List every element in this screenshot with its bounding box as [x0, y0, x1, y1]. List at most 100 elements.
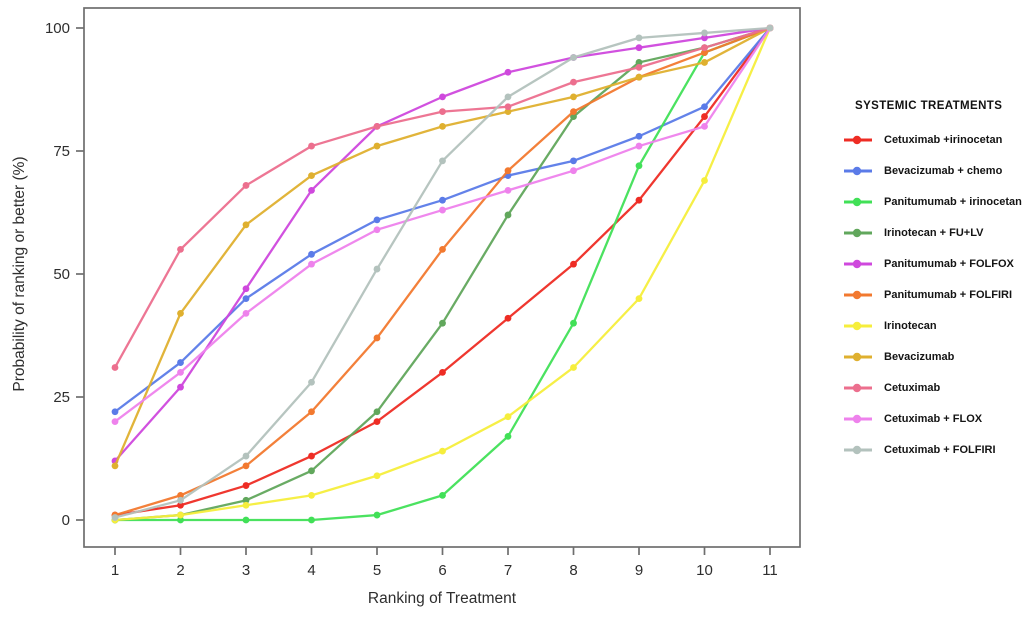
- series-point: [701, 29, 708, 37]
- legend-marker-icon: [844, 445, 872, 454]
- series-point: [570, 113, 577, 120]
- series-point: [504, 211, 512, 219]
- series-point: [373, 226, 381, 234]
- series-point: [177, 501, 184, 509]
- y-tick-label: 100: [45, 20, 70, 37]
- x-tick-label: 2: [176, 562, 184, 579]
- series-point: [373, 472, 381, 480]
- legend-item-label: Panitumumab + FOLFIRI: [884, 288, 1013, 301]
- series-point: [111, 418, 119, 425]
- series-line-0: [113, 26, 772, 517]
- series-point: [373, 142, 381, 150]
- series-point: [308, 172, 315, 180]
- series-point: [504, 93, 512, 101]
- series-point: [635, 162, 643, 170]
- legend-item-label: Bevacizumab: [884, 350, 955, 363]
- series-point: [308, 142, 315, 150]
- series-point: [504, 68, 512, 76]
- legend-item-1: Bevacizumab + chemo: [843, 155, 1029, 186]
- series-point: [439, 93, 446, 101]
- series-point: [177, 492, 184, 499]
- legend-marker-icon: [844, 228, 872, 237]
- legend-marker-icon: [844, 197, 872, 206]
- series-point: [504, 413, 512, 421]
- x-tick-label: 8: [569, 562, 577, 579]
- legend-marker-icon: [844, 290, 872, 299]
- series-point: [242, 501, 250, 509]
- series-point: [177, 246, 184, 253]
- legend-marker-icon: [844, 135, 872, 144]
- series-point: [701, 177, 708, 184]
- legend-item-label: Cetuximab + FLOX: [884, 412, 983, 425]
- series-point: [635, 34, 643, 42]
- series-point: [242, 295, 250, 302]
- line-chart: 0 25 50 75 100 1 2 3 4 5 6 7 8 9 10 11 Ranking of Treatm…: [11, 7, 801, 607]
- legend-item-7: Bevacizumab: [843, 341, 1029, 372]
- x-tick-label: 10: [696, 562, 713, 579]
- legend-item-6: Irinotecan: [843, 310, 1029, 341]
- legend-marker-icon: [844, 166, 872, 175]
- series-point: [635, 73, 643, 81]
- series-point: [701, 44, 708, 52]
- series-line-9: [113, 26, 772, 423]
- series-line-3: [113, 26, 772, 522]
- y-axis-label: Probability of ranking or better (%): [11, 156, 28, 391]
- series-point: [635, 59, 643, 66]
- series-point: [111, 462, 119, 470]
- series-point: [439, 206, 446, 214]
- series-point: [373, 418, 381, 425]
- legend-item-8: Cetuximab: [843, 372, 1029, 403]
- series-point: [701, 103, 708, 111]
- series-point: [373, 216, 381, 224]
- series-point: [635, 295, 643, 302]
- series-point: [504, 167, 512, 175]
- series-point: [242, 221, 250, 229]
- series-point: [177, 309, 184, 317]
- legend-title: SYSTEMIC TREATMENTS: [855, 100, 1003, 112]
- series-point: [439, 108, 446, 116]
- legend-item-label: Irinotecan: [884, 319, 937, 332]
- x-tick-label: 9: [635, 562, 643, 579]
- series-point: [439, 369, 446, 376]
- series-point: [242, 452, 250, 460]
- legend-marker-icon: [844, 321, 872, 330]
- series-point: [373, 265, 381, 273]
- series-point: [373, 408, 381, 416]
- series-point: [242, 516, 250, 524]
- series-point: [111, 408, 119, 416]
- series-point: [570, 167, 577, 175]
- series-point: [701, 59, 708, 66]
- series-point: [242, 482, 250, 489]
- series-point: [308, 250, 315, 258]
- series-point: [177, 369, 184, 376]
- legend-item-5: Panitumumab + FOLFIRI: [843, 279, 1029, 310]
- series-point: [570, 78, 577, 86]
- x-tick-label: 5: [373, 562, 381, 579]
- series-point: [504, 108, 512, 116]
- y-tick-label: 25: [53, 389, 70, 406]
- legend-item-3: Irinotecan + FU+LV: [843, 217, 1029, 248]
- series-point: [177, 359, 184, 366]
- x-tick-label: 4: [307, 562, 315, 579]
- y-tick-label: 75: [53, 143, 70, 160]
- series-point: [177, 511, 184, 519]
- series-point: [701, 34, 708, 42]
- series-point: [111, 514, 119, 521]
- series-point: [635, 132, 643, 140]
- series-point: [308, 408, 315, 416]
- series-point: [308, 260, 315, 268]
- series-point: [373, 511, 381, 519]
- series-point: [570, 157, 577, 165]
- series-point: [242, 462, 250, 470]
- series-point: [439, 492, 446, 499]
- y-tick-label: 0: [62, 512, 70, 529]
- legend-item-label: Panitumumab + irinocetan: [884, 195, 1022, 208]
- series-point: [111, 364, 119, 371]
- x-tick-label: 3: [242, 562, 250, 579]
- series-point: [373, 123, 381, 130]
- series-line-10: [113, 26, 772, 519]
- legend-marker-icon: [844, 414, 872, 423]
- series-point: [439, 157, 446, 165]
- series-point: [242, 309, 250, 317]
